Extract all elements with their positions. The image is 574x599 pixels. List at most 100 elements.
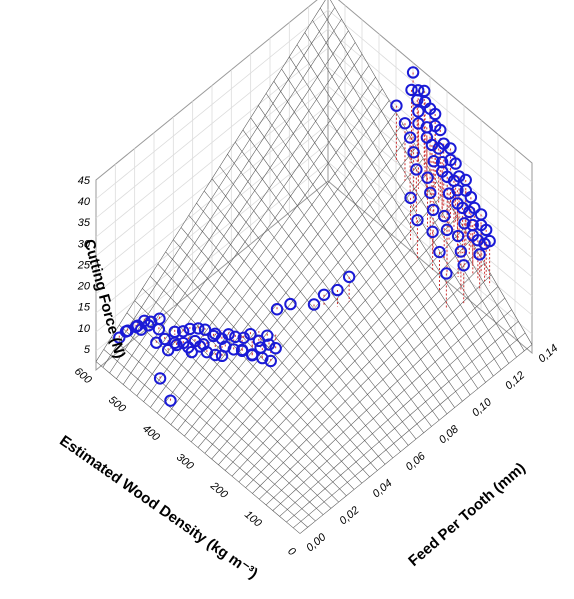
box-back-walls <box>95 0 533 372</box>
data-point <box>449 157 462 170</box>
z-tick-label: 40 <box>78 196 91 208</box>
data-point <box>464 190 478 204</box>
data-point <box>426 203 440 217</box>
wall-gridline <box>95 142 533 333</box>
y-tick-label: 0,08 <box>437 423 462 447</box>
surface-mesh-line <box>95 0 326 362</box>
data-point <box>168 336 182 350</box>
data-point <box>426 225 439 239</box>
data-point <box>404 191 417 205</box>
data-point <box>434 123 447 137</box>
data-point <box>433 245 446 259</box>
data-point <box>227 343 240 356</box>
surface-mesh-line <box>304 32 510 364</box>
data-point <box>421 171 434 184</box>
data-point <box>113 331 126 344</box>
z-tick-label: 15 <box>78 302 91 314</box>
data-point <box>468 201 481 215</box>
surface-mesh-line <box>102 7 336 368</box>
data-point <box>269 342 282 355</box>
z-tick-label: 30 <box>78 238 91 250</box>
data-point <box>406 66 420 79</box>
z-tick-label: 35 <box>78 217 91 229</box>
data-point <box>215 349 229 363</box>
data-point <box>440 267 453 280</box>
data-point <box>425 138 439 152</box>
data-point <box>142 319 155 332</box>
z-tick-label: 25 <box>77 259 91 271</box>
data-point <box>458 217 471 230</box>
data-point <box>410 163 423 176</box>
surface-mesh-line <box>109 18 342 374</box>
y-tick-label: 0,12 <box>503 369 527 392</box>
wall-gridline <box>95 85 533 276</box>
data-point <box>307 298 321 311</box>
data-point <box>427 155 440 168</box>
data-point <box>451 229 465 243</box>
data-point <box>164 394 177 407</box>
surface-mesh-line <box>122 42 356 385</box>
data-point <box>457 259 470 272</box>
data-point <box>398 117 412 130</box>
data-points <box>113 66 496 407</box>
data-point <box>185 345 198 359</box>
z-tick-label: 10 <box>78 323 91 335</box>
data-point <box>192 322 205 335</box>
data-point <box>424 186 437 199</box>
data-point <box>209 348 222 362</box>
data-point <box>158 332 171 346</box>
data-point <box>222 328 235 341</box>
z-tick-label: 5 <box>84 344 91 356</box>
x-tick-label: 400 <box>140 423 162 445</box>
data-point <box>473 248 486 261</box>
data-point <box>270 303 284 316</box>
data-point <box>452 170 466 183</box>
data-point <box>153 372 167 385</box>
x-axis-title: Estimated Wood Density (kg m⁻³) <box>56 432 260 582</box>
x-tick-label: 0 <box>285 545 298 559</box>
data-point <box>170 338 183 352</box>
data-point <box>342 270 356 284</box>
data-point <box>237 331 250 344</box>
wall-gridline <box>95 9 533 200</box>
y-tick-label: 0,10 <box>470 396 495 420</box>
wall-gridline <box>95 104 533 295</box>
data-point <box>262 338 276 351</box>
fitted-surface <box>95 0 533 534</box>
x-tick-label: 500 <box>106 394 128 416</box>
wall-gridline <box>95 28 533 219</box>
wall-gridline <box>95 47 533 238</box>
data-point <box>428 107 442 121</box>
data-point <box>198 323 212 336</box>
surface-mesh-line <box>296 44 502 370</box>
y-tick-label: 0,04 <box>371 477 395 500</box>
data-point <box>152 323 166 336</box>
data-point <box>176 325 190 338</box>
y-tick-label: 0,14 <box>536 342 560 365</box>
surface-mesh-line <box>289 56 494 377</box>
data-point <box>390 99 403 112</box>
data-point <box>411 213 424 227</box>
data-point <box>119 325 133 338</box>
x-tick-label: 200 <box>207 479 230 501</box>
z-tick-label: 20 <box>77 281 91 293</box>
y-tick-label: 0,00 <box>304 531 329 555</box>
data-point <box>407 146 420 159</box>
data-point <box>438 209 451 223</box>
data-point <box>331 283 344 297</box>
surface-mesh-line <box>312 20 517 358</box>
data-point <box>244 327 257 341</box>
data-point <box>317 288 331 301</box>
data-point <box>454 245 468 258</box>
data-point <box>183 322 197 336</box>
data-point <box>440 223 454 237</box>
wall-gridline <box>95 161 533 352</box>
data-point <box>405 83 418 97</box>
y-axis-title: Feed Per Tooth (mm) <box>405 459 529 570</box>
data-point <box>451 184 464 197</box>
data-point <box>444 142 457 155</box>
y-tick-label: 0,06 <box>404 450 429 474</box>
data-point <box>411 93 424 107</box>
x-tick-label: 300 <box>174 451 196 473</box>
